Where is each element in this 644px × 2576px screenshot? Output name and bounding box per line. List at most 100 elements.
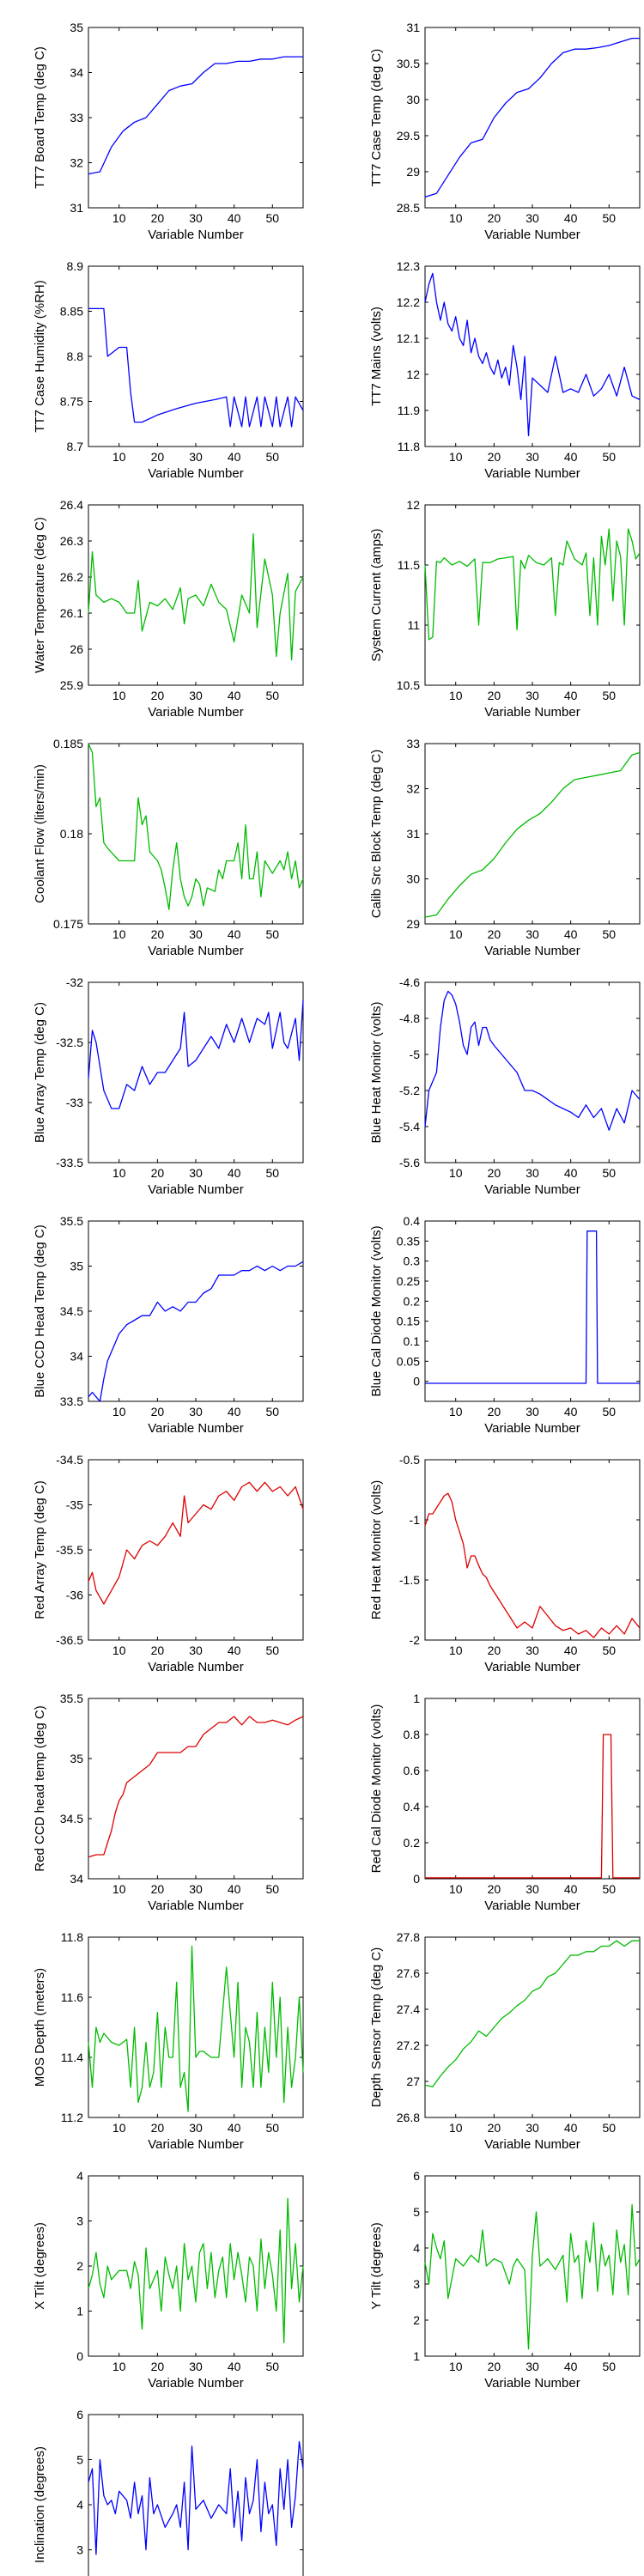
y-tick-label: 2 <box>413 2313 420 2327</box>
series-line <box>88 56 303 175</box>
y-tick-label: 11.4 <box>61 2050 83 2064</box>
x-tick-label: 30 <box>189 689 203 702</box>
y-axis-label: Water Temperature (deg C) <box>33 517 47 673</box>
x-tick-label: 20 <box>488 450 501 464</box>
x-tick-label: 10 <box>449 2360 463 2373</box>
y-tick-label: 0.6 <box>404 1764 421 1777</box>
x-axis-label: Variable Number <box>148 1182 243 1197</box>
y-tick-label: -36 <box>66 1589 83 1602</box>
plot-frame <box>88 981 304 1163</box>
x-tick-label: 50 <box>602 450 616 464</box>
y-axis-label: Red Cal Diode Monitor (volts) <box>369 1704 384 1874</box>
chart-7: 10 20 30 40 50 0.175 0.18 0.185 Variable Number C… <box>33 737 304 958</box>
y-tick-label: 11.9 <box>398 404 420 417</box>
y-axis-label: TT7 Mains (volts) <box>369 307 384 406</box>
y-tick-label: -34.5 <box>56 1453 83 1467</box>
x-tick-label: 20 <box>151 1882 165 1896</box>
x-tick-label: 10 <box>449 1166 463 1180</box>
chart-18: 10 20 30 40 50 26.8 27 27.2 27.4 27.6 27.8 Variable… <box>369 1930 641 2152</box>
x-axis-label: Variable Number <box>484 1660 580 1674</box>
x-tick-label: 20 <box>151 927 165 941</box>
y-tick-label: -0.5 <box>399 1453 420 1467</box>
y-axis-label: Blue Heat Monitor (volts) <box>369 1001 384 1143</box>
y-axis-label: Y Tilt (degrees) <box>369 2222 384 2309</box>
y-axis-label: TT7 Board Temp (deg C) <box>33 46 47 189</box>
y-tick-label: 31 <box>406 827 420 841</box>
y-tick-label: 0.8 <box>404 1728 421 1741</box>
x-tick-label: 50 <box>265 1405 279 1419</box>
y-axis-label: Blue CCD Head Temp (deg C) <box>33 1224 47 1397</box>
y-tick-label: 30.5 <box>397 57 420 70</box>
y-tick-label: 4 <box>413 2241 420 2255</box>
y-tick-label: 8.7 <box>67 440 84 453</box>
x-tick-label: 10 <box>449 689 463 702</box>
chart-21: 102030405023456Variable NumberInclinatio… <box>33 2408 304 2576</box>
x-tick-label: 10 <box>112 689 126 702</box>
series-line <box>425 1230 640 1384</box>
y-tick-label: -32.5 <box>56 1036 83 1049</box>
x-tick-label: 40 <box>228 1643 241 1657</box>
x-tick-label: 30 <box>189 1882 203 1896</box>
y-tick-label: 26.3 <box>60 534 83 548</box>
chart-3: 10 20 30 40 50 8.7 8.75 8.8 8.85 8.9 Variable Numb… <box>33 259 304 481</box>
y-tick-label: 8.8 <box>67 349 84 363</box>
series-line <box>424 990 641 1131</box>
y-tick-label: 34.5 <box>60 1812 83 1826</box>
plot-frame <box>88 1459 304 1641</box>
series-line <box>424 272 641 437</box>
x-tick-label: 30 <box>189 2121 203 2135</box>
y-tick-label: 0.15 <box>397 1315 420 1328</box>
y-tick-label: 0.4 <box>404 1800 421 1814</box>
x-axis-label: Variable Number <box>148 705 243 720</box>
x-tick-label: 30 <box>189 1166 203 1180</box>
y-axis-label: Inclination (degrees) <box>33 2446 47 2563</box>
y-tick-label: 0.185 <box>53 737 83 750</box>
y-tick-label: -33 <box>66 1096 83 1109</box>
y-tick-label: 6 <box>76 2408 83 2421</box>
series-line <box>424 2203 641 2350</box>
y-tick-label: 4 <box>76 2169 83 2183</box>
y-tick-label: 30 <box>406 93 420 106</box>
x-tick-label: 40 <box>564 2121 578 2135</box>
y-tick-label: 33.5 <box>60 1394 83 1408</box>
y-tick-label: -5.2 <box>399 1084 420 1097</box>
y-tick-label: 27 <box>406 2075 420 2088</box>
y-tick-label: 1 <box>413 1692 420 1705</box>
x-tick-label: 30 <box>526 211 539 225</box>
plot-frame <box>424 1459 641 1641</box>
y-tick-label: 0.35 <box>397 1234 420 1248</box>
y-tick-label: 32 <box>70 156 83 170</box>
x-tick-label: 40 <box>228 927 241 941</box>
x-tick-label: 30 <box>526 2121 539 2135</box>
x-tick-label: 20 <box>488 211 501 225</box>
y-tick-label: 12 <box>406 498 420 512</box>
x-tick-label: 40 <box>564 689 578 702</box>
x-tick-label: 30 <box>526 1643 539 1657</box>
x-axis-label: Variable Number <box>484 1182 580 1197</box>
series-line <box>425 1734 640 1879</box>
series-line <box>424 1940 640 2087</box>
x-tick-label: 10 <box>112 2360 126 2373</box>
chart-11: 10 20 30 40 50 33.5 34 34.5 35 35.5 Variable Numbe… <box>33 1214 304 1436</box>
chart-10: 10 20 30 40 50 -5.6 -5.4 -5.2 -5 -4.8 -4.6 Variable… <box>369 975 641 1197</box>
series-line <box>88 743 304 910</box>
x-tick-label: 20 <box>488 2121 501 2135</box>
y-tick-label: 30 <box>406 872 420 886</box>
y-tick-label: 0.4 <box>404 1214 421 1228</box>
y-tick-label: -33.5 <box>56 1156 83 1170</box>
y-tick-label: 0 <box>413 1375 420 1388</box>
y-axis-label: TT7 Case Temp (deg C) <box>369 49 384 187</box>
y-tick-label: 34 <box>70 1872 83 1886</box>
x-axis-label: Variable Number <box>148 944 243 958</box>
x-tick-label: 10 <box>449 211 463 225</box>
series-line <box>88 2440 304 2555</box>
y-axis-label: Depth Sensor Temp (deg C) <box>369 1947 384 2107</box>
x-tick-label: 50 <box>265 450 279 464</box>
x-tick-label: 30 <box>189 211 203 225</box>
y-axis-label: Red CCD head temp (deg C) <box>33 1705 47 1871</box>
x-tick-label: 40 <box>228 450 241 464</box>
y-tick-label: -5.6 <box>399 1156 420 1170</box>
y-tick-label: 34 <box>70 66 83 80</box>
x-tick-label: 50 <box>602 211 616 225</box>
y-tick-label: -32 <box>66 975 83 989</box>
